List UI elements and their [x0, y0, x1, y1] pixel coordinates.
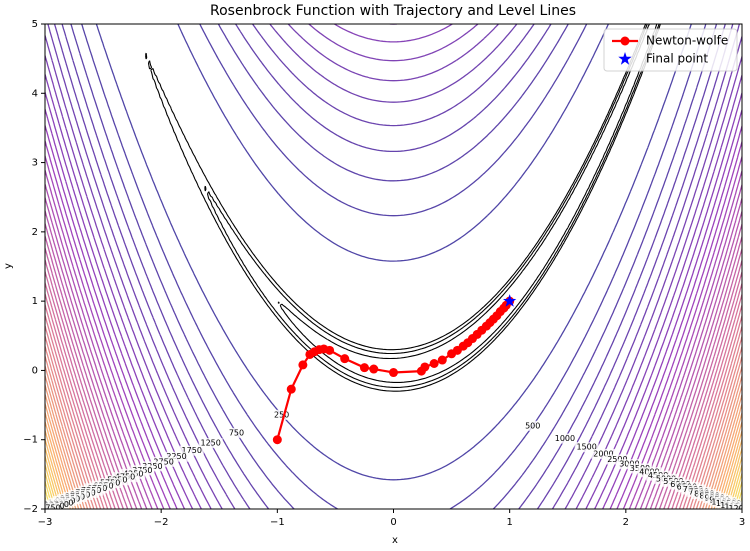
level-label-bg	[591, 448, 616, 459]
level-label: 11750	[35, 503, 60, 512]
plot-area: 2505007501000125015001750200022502500275…	[35, 24, 750, 513]
level-label: 1750	[182, 446, 202, 455]
level-label-group: 11750	[35, 502, 61, 512]
chart-title: Rosenbrock Function with Trajectory and …	[210, 3, 576, 19]
trajectory-point	[340, 354, 350, 364]
trajectory-point	[369, 364, 379, 374]
contour-line	[45, 481, 742, 509]
trajectory-point	[272, 435, 282, 445]
level-label-group: 12000	[728, 503, 750, 513]
level-label-group: 1500	[574, 442, 599, 453]
contour-line	[45, 24, 742, 509]
contour-line	[45, 403, 742, 509]
y-tick-label: −1	[23, 435, 38, 446]
legend-label: Newton-wolfe	[646, 34, 728, 48]
level-label-group: 250	[269, 409, 294, 420]
x-tick-label: 1	[506, 517, 512, 528]
level-label-bg	[45, 502, 60, 509]
legend-label: Final point	[646, 52, 708, 66]
contour-line	[45, 24, 742, 509]
legend-marker	[620, 36, 630, 46]
level-label-group: 500	[520, 420, 545, 431]
x-axis-label: x	[392, 535, 398, 546]
y-tick-label: 2	[32, 227, 38, 238]
x-tick-label: 0	[390, 517, 396, 528]
trajectory-point	[389, 368, 398, 378]
plot-frame	[44, 23, 743, 510]
contour-line	[45, 293, 742, 509]
level-label-bg	[224, 427, 249, 438]
trajectory-point	[429, 359, 439, 368]
level-label-bg	[179, 445, 204, 456]
level-label-bg	[269, 409, 294, 420]
legend-marker	[618, 52, 632, 65]
level-label: 750	[229, 428, 244, 437]
y-tick-label: 3	[32, 158, 38, 169]
level-label: 250	[274, 410, 289, 419]
trajectory-point	[298, 360, 308, 370]
x-tick-label: −3	[38, 517, 53, 528]
contour-line	[45, 356, 742, 509]
low-level-line	[145, 24, 661, 392]
trajectory-point	[325, 345, 335, 355]
legend-box	[603, 28, 738, 72]
contour-line	[45, 447, 742, 509]
trajectory-point	[359, 363, 369, 373]
y-tick-label: 0	[32, 365, 38, 376]
contour-line	[61, 24, 726, 509]
trajectory-point	[437, 355, 447, 365]
level-label: 1000	[555, 434, 575, 443]
level-label-group: 1000	[552, 433, 577, 444]
trajectory-point	[286, 384, 296, 394]
level-label: 1250	[200, 439, 220, 448]
level-label: 1500	[576, 443, 596, 452]
y-tick-label: 5	[32, 19, 38, 30]
x-tick-label: −1	[270, 517, 285, 528]
level-label-group: 1250	[198, 438, 223, 449]
level-label-group: 2000	[591, 448, 616, 459]
x-tick-label: 2	[623, 517, 629, 528]
y-tick-label: 1	[32, 296, 38, 307]
low-level-line	[204, 24, 660, 388]
x-tick-label: −2	[154, 517, 169, 528]
contour-line	[81, 24, 707, 509]
level-label: 2250	[166, 452, 186, 461]
contour-line	[45, 140, 742, 509]
level-label-bg	[729, 503, 742, 509]
contour-line	[45, 335, 742, 509]
contour-line	[45, 505, 742, 509]
contour-line	[45, 489, 742, 509]
level-label-group: 2250	[164, 451, 189, 462]
level-label-bg	[574, 442, 599, 453]
low-level-line	[277, 24, 658, 383]
level-label-bg	[552, 433, 577, 444]
contour-line	[45, 24, 742, 509]
contour-line	[45, 304, 742, 509]
x-tick-label: 3	[739, 517, 745, 528]
level-label-bg	[198, 438, 223, 449]
contour-line	[45, 24, 742, 509]
contour-line	[45, 125, 742, 509]
y-axis-label: y	[3, 263, 14, 269]
y-tick-label: −2	[23, 504, 38, 515]
y-tick-label: 4	[32, 88, 38, 99]
level-label-group: 750	[224, 427, 249, 438]
level-label-bg	[520, 420, 545, 431]
level-label: 12000	[728, 504, 750, 513]
level-label: 500	[525, 421, 540, 430]
trajectory-point	[420, 362, 430, 372]
contour-line	[95, 24, 692, 481]
contour-line	[47, 24, 741, 509]
final-point	[503, 294, 517, 307]
level-label-group: 1750	[179, 445, 204, 456]
level-label-bg	[164, 451, 189, 462]
level-label: 2000	[593, 449, 613, 458]
